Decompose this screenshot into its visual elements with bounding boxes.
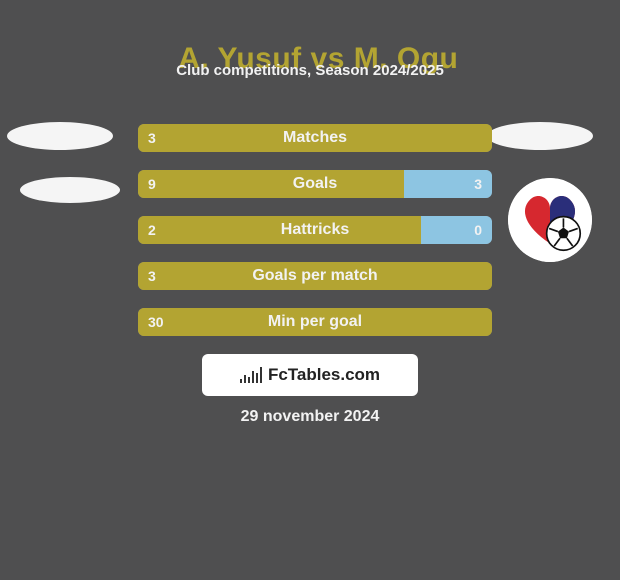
snapshot-date: 29 november 2024: [0, 408, 620, 426]
right-club-logo: [508, 178, 592, 262]
stat-bar-left: [138, 170, 404, 198]
left-avatar-ellipse-1: [7, 122, 113, 150]
stat-row: 30Min per goal: [138, 308, 492, 336]
stats-container: 3Matches 9Goals3 2Hattricks0 3Goals per mat…: [138, 124, 492, 354]
club-logo-svg: [508, 178, 592, 262]
left-avatar-ellipse-2: [20, 177, 120, 203]
stat-row: 3Goals per match: [138, 262, 492, 290]
stat-row: 9Goals3: [138, 170, 492, 198]
fctables-chart-icon: [240, 367, 262, 383]
stat-bar-right: [404, 170, 493, 198]
fctables-badge[interactable]: FcTables.com: [202, 354, 418, 396]
stat-bar-left: [138, 308, 492, 336]
stat-row: 3Matches: [138, 124, 492, 152]
stat-bar-left: [138, 124, 492, 152]
snapshot-date-text: 29 november 2024: [241, 408, 380, 425]
season-subtitle-text: Club competitions, Season 2024/2025: [176, 62, 444, 79]
right-avatar-ellipse: [487, 122, 593, 150]
stat-row: 2Hattricks0: [138, 216, 492, 244]
fctables-text: FcTables.com: [268, 365, 380, 385]
stat-bar-right: [421, 216, 492, 244]
stat-bar-left: [138, 262, 492, 290]
season-subtitle: Club competitions, Season 2024/2025: [0, 62, 620, 79]
stat-bar-left: [138, 216, 421, 244]
